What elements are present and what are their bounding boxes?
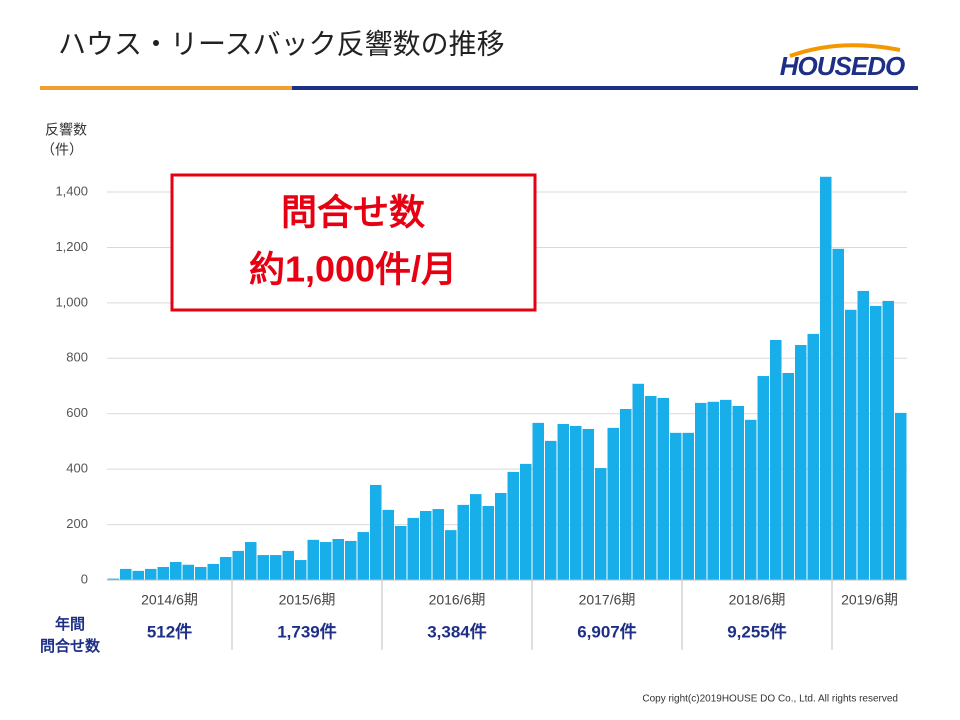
y-tick-label: 400 [66, 461, 88, 476]
bar [595, 468, 607, 580]
bar [857, 290, 869, 580]
callout-box [170, 173, 537, 312]
bar [432, 509, 444, 580]
bar [395, 525, 407, 580]
header-rule-navy [292, 86, 918, 90]
bar [670, 432, 682, 580]
bar [270, 555, 282, 580]
bar [795, 344, 807, 580]
bar [532, 422, 544, 580]
annual-total: 512件 [147, 621, 192, 641]
bar [195, 566, 207, 580]
slide-title: ハウス・リースバック反響数の推移 [58, 28, 505, 59]
y-axis-label: 反響数 [45, 122, 87, 138]
bar [320, 542, 332, 580]
period-label: 2016/6期 [429, 592, 486, 608]
bar [445, 530, 457, 580]
bar [545, 440, 557, 580]
bar [620, 409, 632, 580]
annual-total: 9,255件 [727, 621, 787, 641]
logo: HOUSEDO [780, 51, 905, 81]
y-tick-label: 1,400 [55, 183, 88, 198]
bar [845, 309, 857, 580]
y-axis-unit: （件） [41, 142, 83, 158]
bar [895, 412, 907, 580]
bar [495, 492, 507, 580]
bar [820, 176, 832, 580]
bar [757, 376, 769, 580]
bar [870, 305, 882, 580]
bar [207, 563, 219, 580]
logo-swoosh [789, 43, 901, 58]
callout-text: 問合せ数 [281, 192, 425, 233]
bar [470, 494, 482, 580]
bar [645, 395, 657, 580]
bar [732, 405, 744, 580]
bar [157, 566, 169, 580]
bar [120, 568, 132, 580]
y-tick-label: 1,200 [55, 239, 88, 254]
bar [632, 383, 644, 580]
bar [220, 556, 232, 580]
callout-text: 約1,000件/月 [249, 249, 457, 290]
bar [407, 517, 419, 580]
annual-total: 3,384件 [427, 621, 487, 641]
annual-label: 問合せ数 [40, 637, 101, 655]
bar [245, 542, 257, 580]
bar [170, 561, 182, 580]
period-label: 2019/6期 [841, 592, 898, 608]
annual-total: 1,739件 [277, 621, 337, 641]
bar [457, 504, 469, 580]
bar [682, 432, 694, 580]
bar [145, 568, 157, 580]
header-rule-orange [40, 86, 292, 90]
bar [707, 401, 719, 580]
period-label: 2014/6期 [141, 592, 198, 608]
bar [307, 539, 319, 580]
period-label: 2015/6期 [279, 592, 336, 608]
bar [557, 423, 569, 580]
bar [695, 402, 707, 580]
bar [357, 532, 369, 580]
bar [582, 428, 594, 580]
bar [507, 471, 519, 580]
bar [345, 540, 357, 580]
bar [132, 570, 144, 580]
period-label: 2018/6期 [729, 592, 786, 608]
copyright: Copy right(c)2019HOUSE DO Co., Ltd. All … [642, 694, 898, 705]
period-label: 2017/6期 [579, 592, 636, 608]
bar [232, 550, 244, 580]
bar [782, 372, 794, 580]
bar [607, 427, 619, 580]
bar [295, 560, 307, 580]
bar [770, 340, 782, 580]
bar [257, 555, 269, 580]
bar [807, 333, 819, 580]
bar [482, 506, 494, 580]
bar [745, 419, 757, 580]
annual-total: 6,907件 [577, 621, 637, 641]
bar [382, 509, 394, 580]
bar [332, 538, 344, 580]
bar [882, 300, 894, 580]
bar [107, 578, 119, 580]
y-tick-label: 600 [66, 405, 88, 420]
bar [370, 484, 382, 580]
y-tick-label: 800 [66, 350, 88, 365]
bar [657, 397, 669, 580]
bar [282, 550, 294, 580]
bar [570, 425, 582, 580]
annual-label: 年間 [55, 615, 85, 633]
bar [182, 564, 194, 580]
y-tick-label: 200 [66, 516, 88, 531]
bar [720, 399, 732, 580]
bar [520, 463, 532, 580]
y-tick-label: 1,000 [55, 294, 88, 309]
bar [832, 248, 844, 580]
bar [420, 510, 432, 580]
y-tick-label: 0 [81, 571, 88, 586]
